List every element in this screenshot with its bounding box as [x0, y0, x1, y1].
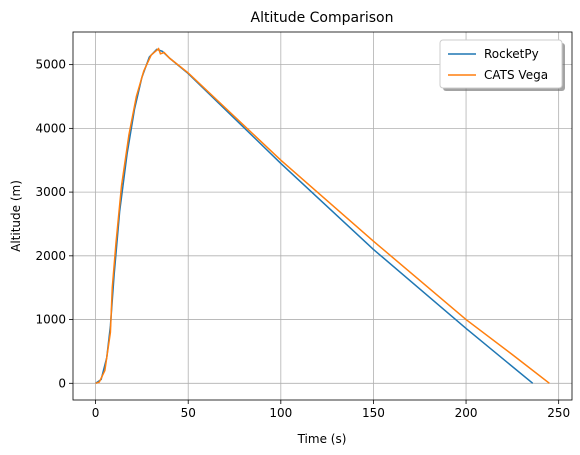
y-tick-label: 1000	[35, 313, 66, 327]
x-tick-label: 100	[269, 406, 292, 420]
legend: RocketPy CATS Vega	[439, 39, 565, 91]
x-tick-label: 200	[455, 406, 478, 420]
legend-label: CATS Vega	[484, 68, 548, 82]
x-tick-label: 250	[547, 406, 570, 420]
y-axis-label: Altitude (m)	[9, 180, 23, 252]
x-tick-label: 150	[362, 406, 385, 420]
y-tick-label: 5000	[35, 58, 66, 72]
x-tick-label: 0	[92, 406, 100, 420]
line-series	[95, 48, 534, 384]
y-tick-label: 0	[58, 376, 66, 390]
chart-title: Altitude Comparison	[251, 10, 394, 26]
y-tick-label: 3000	[35, 185, 66, 199]
plot-frame	[72, 31, 573, 401]
y-tick-label: 2000	[35, 249, 66, 263]
x-tick-label: 50	[181, 406, 196, 420]
legend-label: RocketPy	[484, 47, 539, 61]
line-series	[95, 47, 550, 385]
y-tick-label: 4000	[35, 121, 66, 135]
x-axis-label: Time (s)	[297, 432, 347, 446]
legend-box	[439, 39, 563, 89]
